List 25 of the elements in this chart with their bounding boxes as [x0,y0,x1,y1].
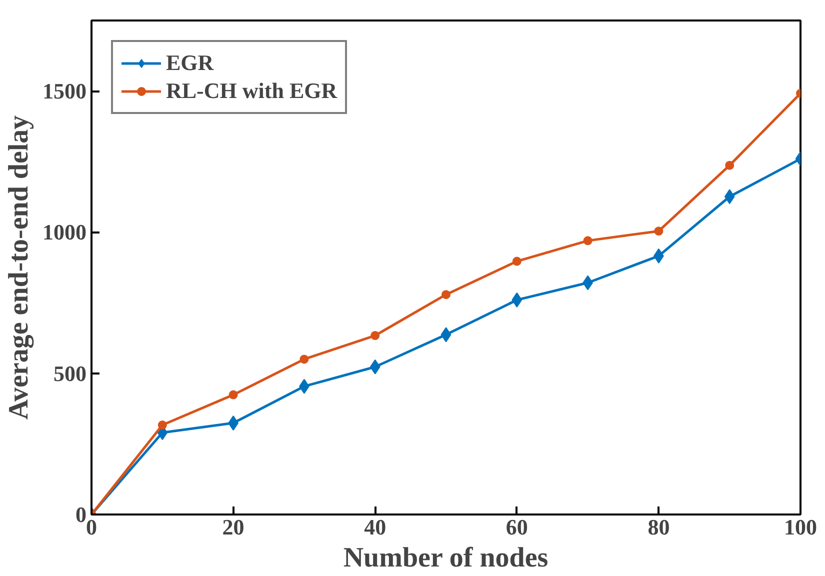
point [654,226,664,236]
point [725,160,734,170]
x-tick-label: 100 [784,514,817,540]
point [724,189,735,204]
point [158,420,167,430]
point [512,256,522,266]
y-axis-title: Average end-to-end delay [4,115,34,420]
y-tick-label: 500 [54,360,86,386]
point [370,331,380,340]
x-tick-label: 60 [506,514,528,540]
point [300,354,309,364]
legend-label: RL-CH with EGR [166,78,338,104]
point [442,290,450,300]
point [370,359,380,374]
x-tick-label: 80 [648,514,670,540]
point [440,327,452,342]
y-tick-label: 1500 [42,78,86,104]
x-tick-label: 40 [364,514,386,540]
point [228,390,238,400]
y-tick-label: 1000 [42,220,86,245]
point [583,236,592,246]
x-axis-title: Number of nodes [343,542,548,574]
x-tick-label: 20 [222,514,244,540]
point [512,292,522,308]
legend-label: EGR [166,50,214,76]
